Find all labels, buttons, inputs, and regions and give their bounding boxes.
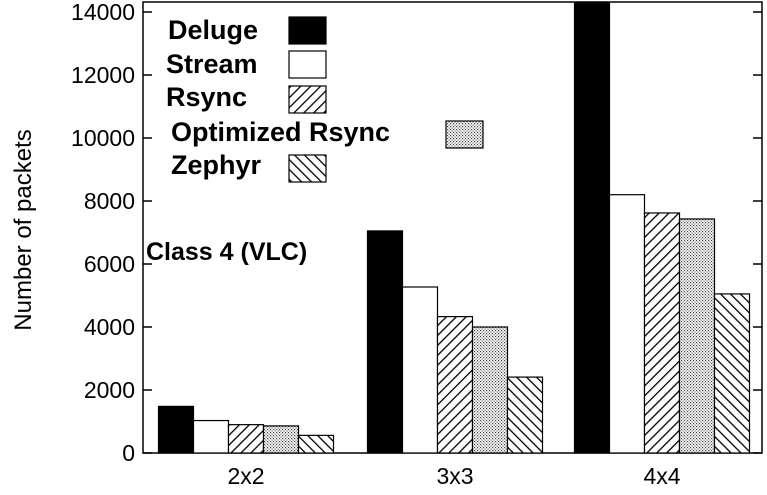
bar-stream (192, 419, 230, 454)
y-tick-label: 2000 (84, 377, 135, 403)
bar-optimized-rsync (471, 326, 509, 454)
x-tick-label: 2x2 (227, 463, 264, 489)
bar-deluge (157, 405, 195, 454)
y-tick-label: 4000 (84, 314, 135, 340)
bar-rsync (643, 212, 681, 454)
bar-stream (608, 194, 646, 454)
y-tick-label: 12000 (71, 62, 135, 88)
bar-stream (401, 286, 439, 454)
legend-label: Deluge (168, 15, 258, 45)
bar-rsync (227, 424, 265, 454)
legend-swatch (288, 85, 327, 114)
bar-rsync (436, 316, 474, 454)
bar-optimized-rsync (262, 425, 300, 454)
legend-label: Zephyr (171, 150, 262, 180)
legend-swatch (288, 50, 327, 79)
legend-swatch (445, 120, 484, 149)
chart-annotation: Class 4 (VLC) (146, 238, 307, 266)
bar-optimized-rsync (678, 218, 716, 454)
bar-zephyr (506, 376, 544, 454)
x-tick-label: 4x4 (643, 463, 680, 489)
x-tick-label: 3x3 (436, 463, 473, 489)
legend-label: Optimized Rsync (171, 117, 390, 147)
bar-deluge (366, 230, 404, 454)
legend-swatch (288, 154, 327, 183)
y-tick-label: 14000 (71, 0, 135, 25)
bar-zephyr (713, 293, 751, 454)
y-axis-title: Number of packets (10, 129, 37, 330)
y-tick-label: 10000 (71, 125, 135, 151)
x-axis: 2x2 3x3 4x4 (227, 445, 681, 489)
bars (157, 1, 751, 454)
y-axis: 0 2000 4000 6000 8000 10000 12000 14000 (71, 0, 762, 466)
legend-swatch (288, 16, 327, 45)
y-tick-label: 8000 (84, 188, 135, 214)
bar-deluge (573, 1, 611, 454)
legend-label: Rsync (166, 82, 247, 112)
y-tick-label: 0 (122, 440, 135, 466)
y-tick-label: 6000 (84, 251, 135, 277)
legend-label: Stream (166, 49, 258, 79)
bar-zephyr (297, 434, 335, 454)
